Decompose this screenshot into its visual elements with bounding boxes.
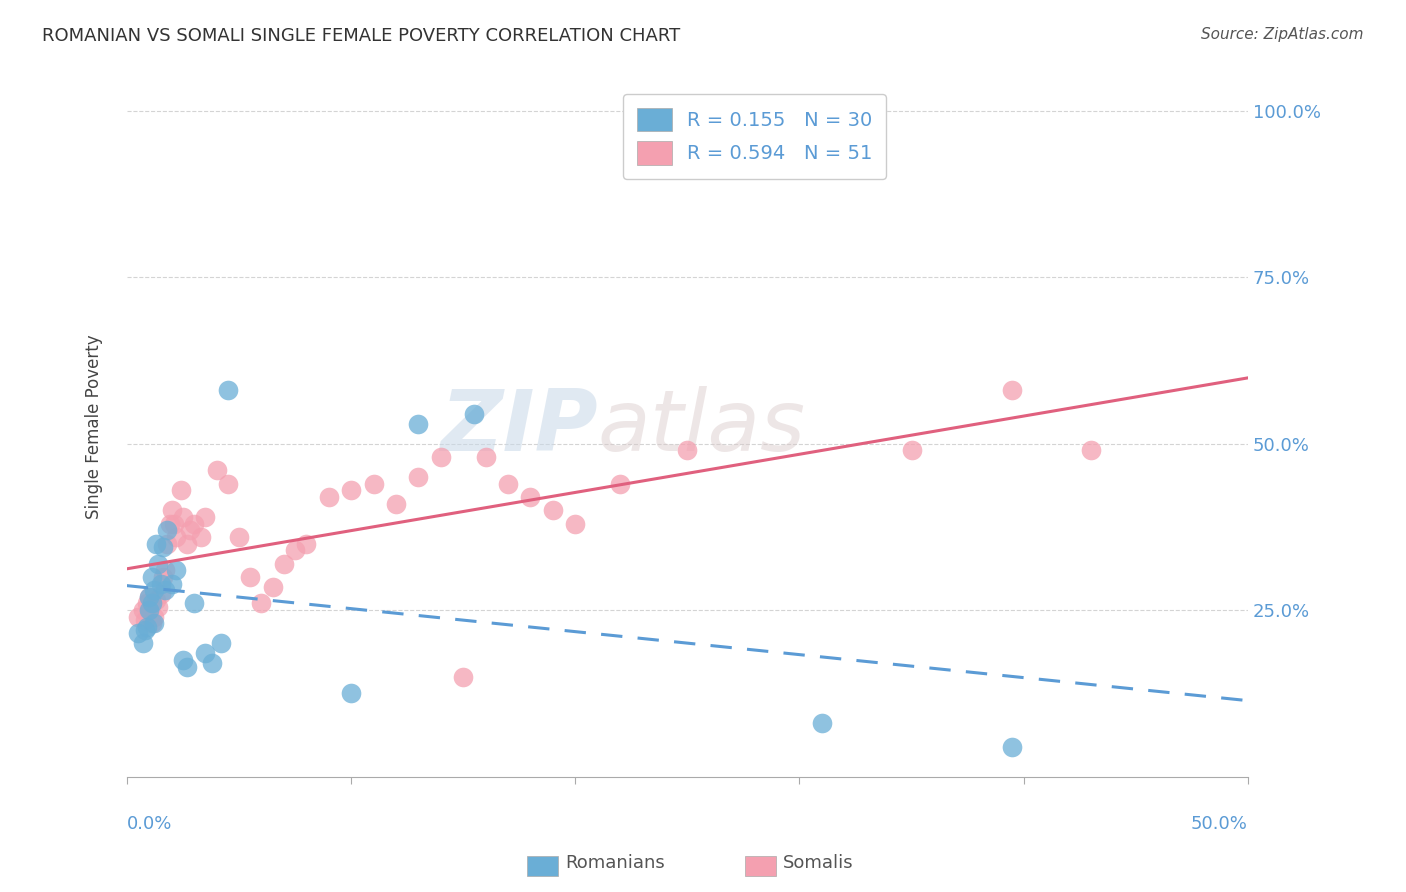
Somalis (138, 590, 160, 604)
Romanians (1001, 739, 1024, 754)
Somalis (284, 543, 307, 558)
Somalis (217, 476, 239, 491)
Somalis (134, 613, 156, 627)
Romanians (183, 597, 205, 611)
Somalis (160, 503, 183, 517)
Somalis (159, 516, 181, 531)
Somalis (318, 490, 340, 504)
Somalis (163, 516, 186, 531)
Text: ROMANIAN VS SOMALI SINGLE FEMALE POVERTY CORRELATION CHART: ROMANIAN VS SOMALI SINGLE FEMALE POVERTY… (42, 27, 681, 45)
Romanians (209, 636, 232, 650)
Somalis (149, 586, 172, 600)
Somalis (170, 483, 193, 498)
Somalis (136, 597, 159, 611)
Somalis (131, 603, 153, 617)
Somalis (239, 570, 262, 584)
Romanians (142, 583, 165, 598)
Somalis (496, 476, 519, 491)
Somalis (205, 463, 228, 477)
Somalis (541, 503, 564, 517)
Romanians (127, 626, 149, 640)
Somalis (228, 530, 250, 544)
Romanians (176, 659, 198, 673)
Somalis (148, 599, 170, 614)
Text: atlas: atlas (598, 385, 806, 468)
Romanians (160, 576, 183, 591)
Romanians (152, 540, 174, 554)
Somalis (127, 609, 149, 624)
Romanians (138, 590, 160, 604)
Somalis (145, 593, 167, 607)
Romanians (149, 576, 172, 591)
Somalis (172, 510, 194, 524)
Somalis (179, 523, 201, 537)
Somalis (142, 609, 165, 624)
Somalis (609, 476, 631, 491)
Somalis (474, 450, 496, 464)
Somalis (1080, 443, 1102, 458)
Romanians (463, 407, 485, 421)
Romanians (131, 636, 153, 650)
Somalis (190, 530, 212, 544)
Text: Somalis: Somalis (783, 855, 853, 872)
Somalis (156, 536, 179, 550)
Romanians (156, 523, 179, 537)
Romanians (165, 563, 187, 577)
Somalis (363, 476, 385, 491)
Romanians (217, 384, 239, 398)
Romanians (142, 616, 165, 631)
Somalis (408, 470, 430, 484)
Romanians (194, 647, 217, 661)
Somalis (429, 450, 451, 464)
Romanians (340, 686, 363, 700)
Somalis (1001, 384, 1024, 398)
Romanians (138, 603, 160, 617)
Text: ZIP: ZIP (440, 385, 598, 468)
Somalis (250, 597, 273, 611)
Somalis (138, 603, 160, 617)
Romanians (172, 653, 194, 667)
Somalis (900, 443, 922, 458)
Somalis (451, 670, 474, 684)
Romanians (134, 623, 156, 637)
Somalis (165, 530, 187, 544)
Somalis (273, 557, 295, 571)
Y-axis label: Single Female Poverty: Single Female Poverty (86, 334, 103, 519)
Legend: R = 0.155   N = 30, R = 0.594   N = 51: R = 0.155 N = 30, R = 0.594 N = 51 (623, 95, 886, 178)
Romanians (141, 570, 163, 584)
Romanians (811, 716, 834, 731)
Romanians (148, 557, 170, 571)
Romanians (141, 597, 163, 611)
Romanians (145, 536, 167, 550)
Text: Source: ZipAtlas.com: Source: ZipAtlas.com (1201, 27, 1364, 42)
Somalis (194, 510, 217, 524)
Somalis (141, 616, 163, 631)
Somalis (295, 536, 318, 550)
Somalis (152, 570, 174, 584)
Somalis (262, 580, 284, 594)
Romanians (153, 583, 176, 598)
Somalis (183, 516, 205, 531)
Somalis (564, 516, 586, 531)
Text: 0.0%: 0.0% (127, 815, 173, 833)
Romanians (408, 417, 430, 431)
Text: 50.0%: 50.0% (1191, 815, 1249, 833)
Somalis (676, 443, 699, 458)
Somalis (340, 483, 363, 498)
Romanians (136, 620, 159, 634)
Somalis (519, 490, 541, 504)
Romanians (201, 657, 224, 671)
Text: Romanians: Romanians (565, 855, 665, 872)
Somalis (176, 536, 198, 550)
Somalis (385, 497, 408, 511)
Somalis (153, 563, 176, 577)
